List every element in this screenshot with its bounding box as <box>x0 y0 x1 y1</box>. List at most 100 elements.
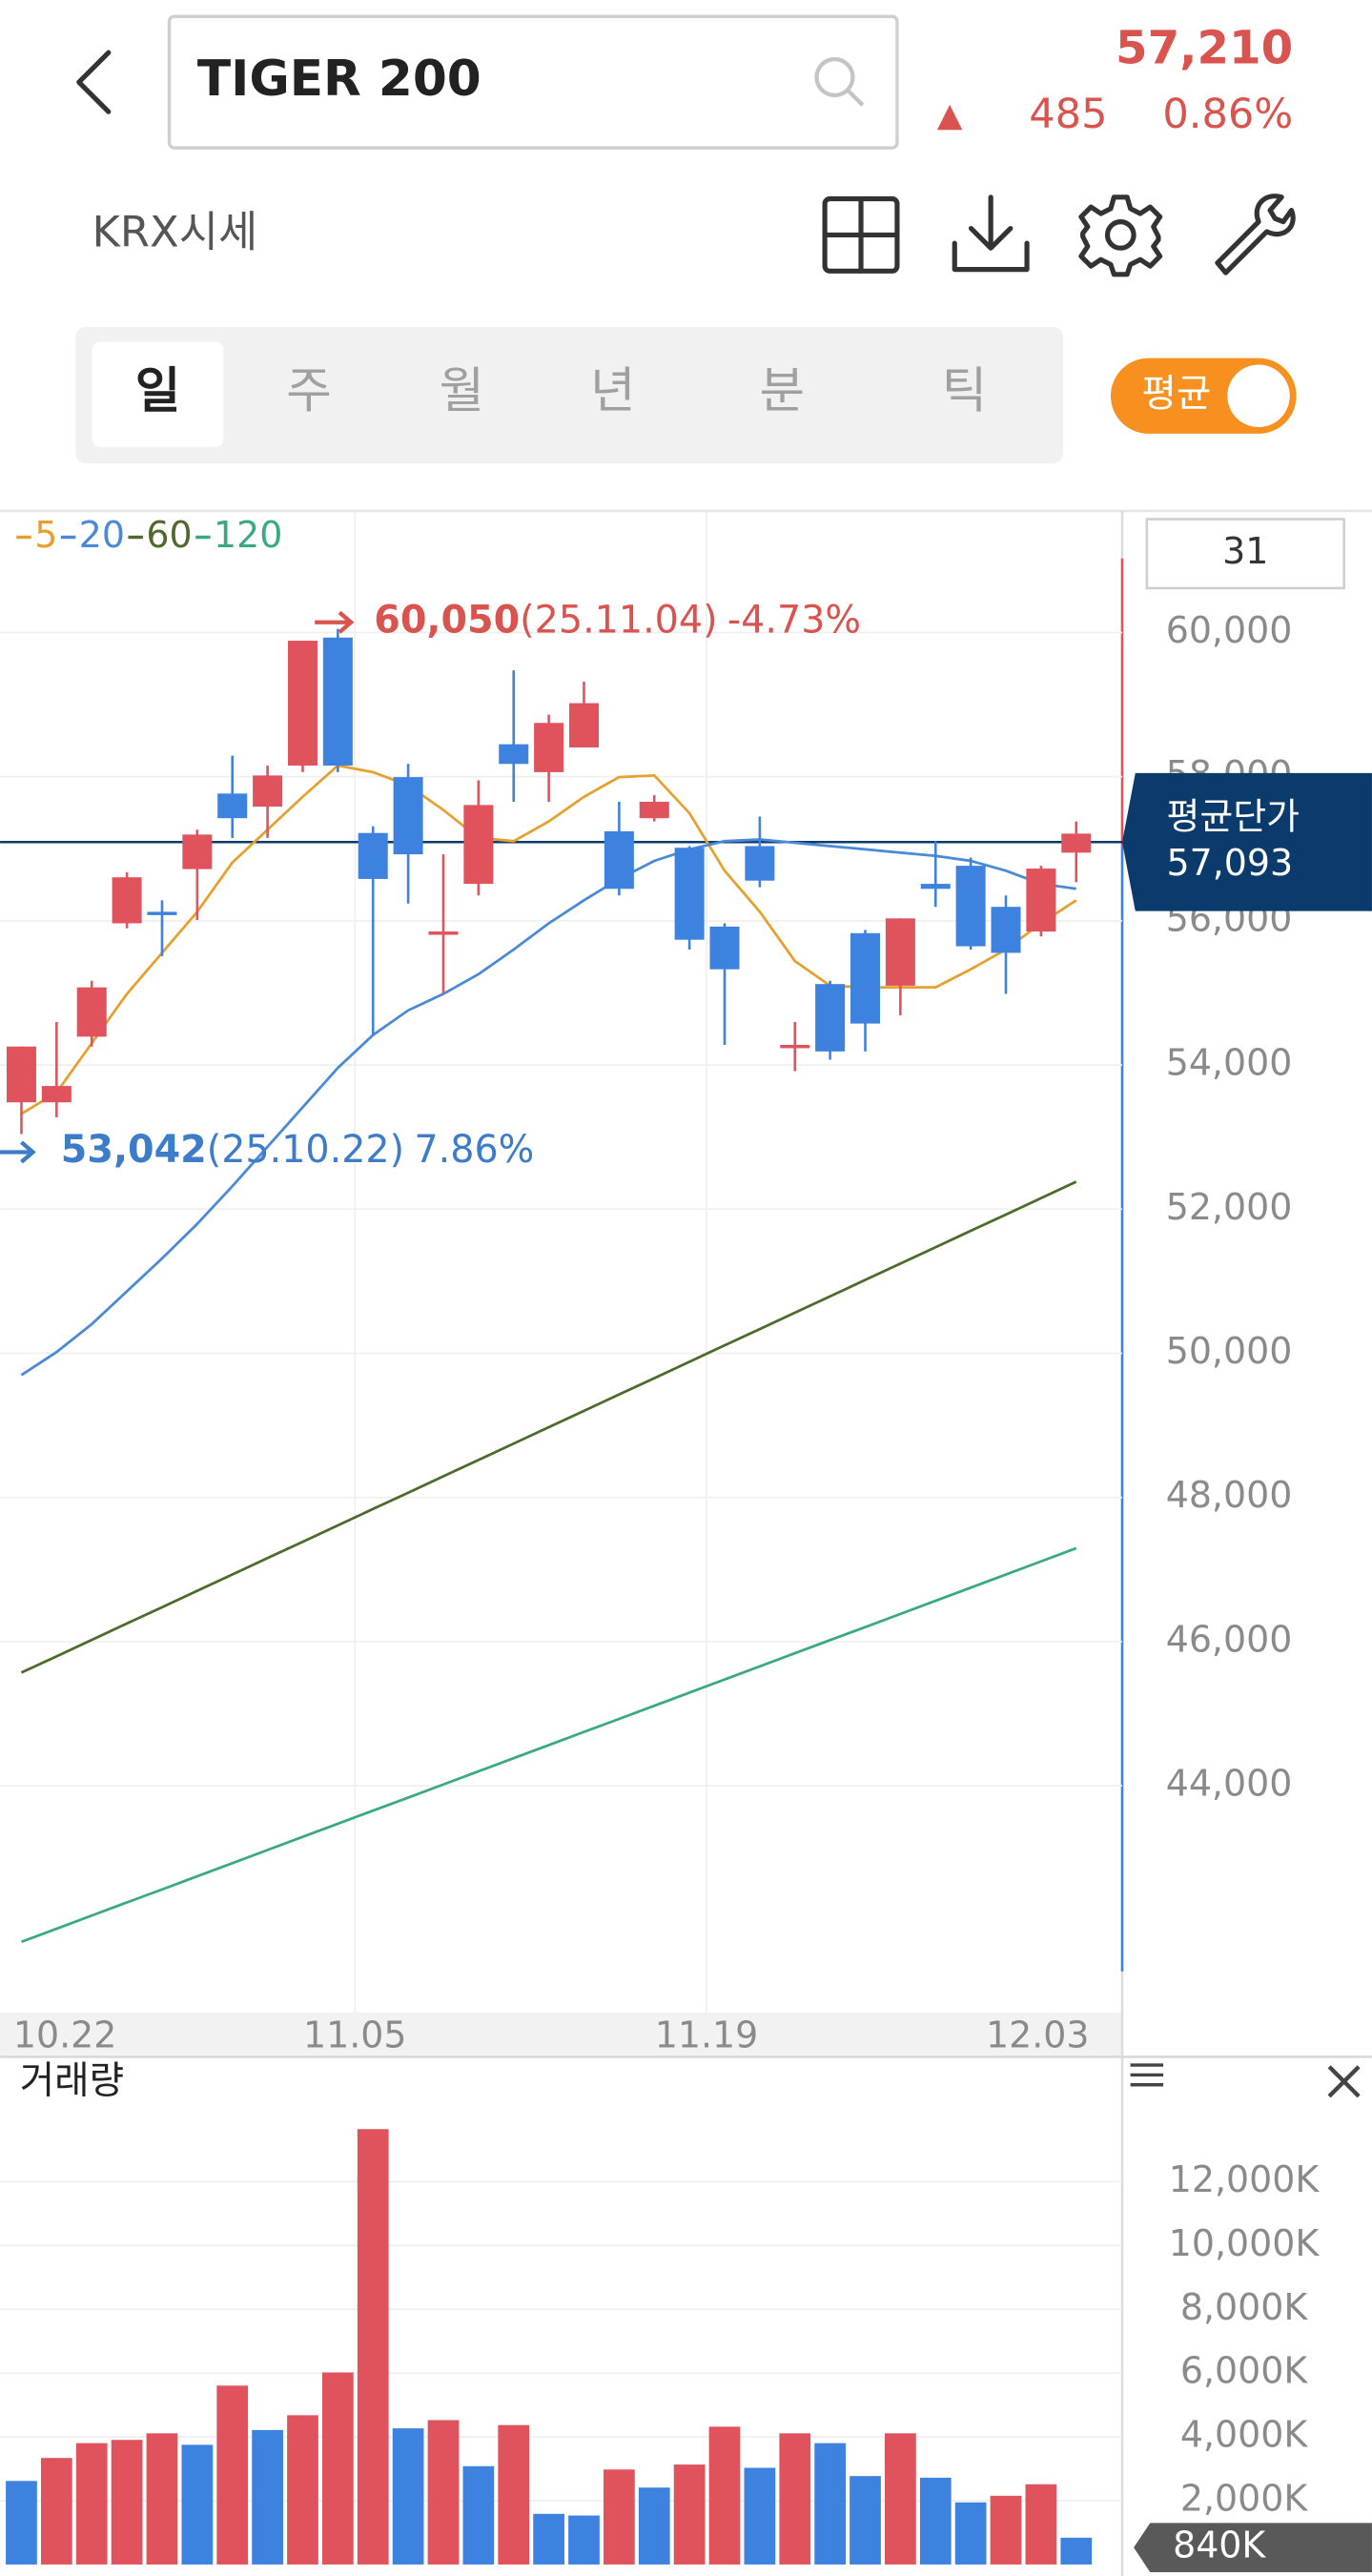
current-volume-label: 840K <box>1173 2525 1266 2566</box>
candle-body <box>920 884 951 889</box>
volume-bar <box>216 2385 249 2565</box>
volume-bar <box>814 2443 846 2565</box>
layout-icon[interactable] <box>822 195 900 274</box>
candle-body <box>76 987 107 1037</box>
volume-bar <box>287 2415 318 2565</box>
candle-body <box>604 830 634 889</box>
candle-body <box>568 703 599 748</box>
volume-bar <box>603 2469 635 2565</box>
tab[interactable]: 분 <box>760 363 806 420</box>
search-icon[interactable] <box>814 56 865 107</box>
source-label: KRX시세 <box>92 206 258 256</box>
current-volume-box <box>1134 2523 1372 2573</box>
change: 485 <box>1029 91 1107 138</box>
volume-bar <box>708 2426 741 2565</box>
candle-body <box>955 866 986 947</box>
tab[interactable]: 틱 <box>942 363 988 420</box>
candle-body <box>1026 869 1056 932</box>
annotation-change: -4.73% <box>727 598 861 642</box>
x-tick-label: 12.03 <box>986 2014 1090 2055</box>
x-tick-label: 10.22 <box>13 2014 117 2055</box>
tab[interactable]: 일 <box>135 363 181 420</box>
candle-body <box>322 637 353 767</box>
volume-bar <box>321 2372 354 2565</box>
moving-average-line <box>20 838 1076 1377</box>
volume-bar <box>990 2495 1022 2565</box>
tab[interactable]: 년 <box>590 363 636 420</box>
candle-body <box>182 834 213 869</box>
count-box[interactable] <box>1145 518 1345 590</box>
change-rate: 0.86% <box>1162 91 1293 138</box>
x-tick-label: 11.05 <box>303 2014 407 2055</box>
candle-body <box>1061 833 1092 853</box>
tab[interactable]: 월 <box>439 363 484 420</box>
change-sign: ▲ <box>937 96 963 134</box>
menu-icon[interactable] <box>1130 2063 1164 2087</box>
y-tick-label: 46,000 <box>1166 1618 1293 1660</box>
candle-body <box>287 641 317 767</box>
volume-bar <box>6 2481 37 2565</box>
volume-bar <box>462 2465 495 2565</box>
candle-body <box>534 723 564 772</box>
volume-bar <box>392 2428 424 2565</box>
candle-body <box>885 918 915 986</box>
tools-icon[interactable] <box>1215 194 1296 276</box>
candle-body <box>217 793 248 819</box>
moving-average-line <box>20 1546 1077 1944</box>
candle-body <box>745 846 775 881</box>
y-tick-label: 12,000K <box>1169 2158 1321 2200</box>
volume-title: 거래량 <box>20 2059 124 2103</box>
candle-body <box>112 877 142 924</box>
x-tick-label: 11.19 <box>655 2014 759 2055</box>
tab-bar <box>75 326 1063 463</box>
legend-entry: 60 <box>146 514 192 556</box>
y-tick-label: 52,000 <box>1166 1186 1293 1228</box>
y-tick-label: 8,000K <box>1180 2286 1309 2328</box>
candle-body <box>393 777 423 855</box>
volume-bar <box>111 2440 143 2565</box>
volume-bar <box>252 2429 283 2565</box>
volume-bar <box>568 2515 600 2565</box>
y-tick-label: 4,000K <box>1180 2414 1309 2456</box>
tab-selected-bg <box>92 341 224 447</box>
back-button[interactable] <box>76 50 112 114</box>
y-tick-label: 44,000 <box>1166 1763 1293 1805</box>
volume-bar <box>885 2433 916 2565</box>
candle-body <box>41 1086 72 1103</box>
candle-body <box>253 775 283 808</box>
close-icon[interactable] <box>1327 2065 1361 2098</box>
current-price: 57,210 <box>1116 21 1293 74</box>
annotation-arrow <box>315 610 355 634</box>
search-box[interactable] <box>167 14 899 150</box>
volume-bar <box>427 2420 460 2565</box>
download-icon[interactable] <box>952 194 1030 273</box>
average-price-title: 평균단가 <box>1167 796 1300 838</box>
volume-bar <box>850 2476 881 2565</box>
candle-body <box>147 911 177 915</box>
x-axis-strip <box>0 2012 1123 2057</box>
volume-bar <box>181 2444 214 2565</box>
legend-entry: 120 <box>214 514 282 556</box>
candle-body <box>358 832 388 879</box>
volume-bar <box>1025 2484 1057 2565</box>
annotation-arrow <box>0 1140 36 1164</box>
toggle-label: 평균 <box>1141 372 1211 416</box>
average-price-value: 57,093 <box>1167 842 1294 884</box>
y-tick-label: 6,000K <box>1180 2350 1309 2392</box>
legend-entry: 20 <box>79 514 125 556</box>
toggle-knob <box>1227 364 1290 428</box>
tab[interactable]: 주 <box>286 363 332 420</box>
visible-count: 31 <box>1222 530 1268 572</box>
volume-bar <box>40 2458 72 2565</box>
volume-bar <box>744 2467 776 2565</box>
legend-entry: 5 <box>34 514 57 556</box>
volume-bar <box>779 2433 811 2565</box>
annotation-date: (25.11.04) <box>520 598 717 642</box>
volume-bar <box>533 2513 564 2565</box>
settings-icon[interactable] <box>1078 194 1163 277</box>
candle-body <box>709 926 740 970</box>
y-tick-label: 48,000 <box>1166 1474 1293 1516</box>
candle-body <box>463 805 494 885</box>
candle-body <box>6 1046 36 1103</box>
